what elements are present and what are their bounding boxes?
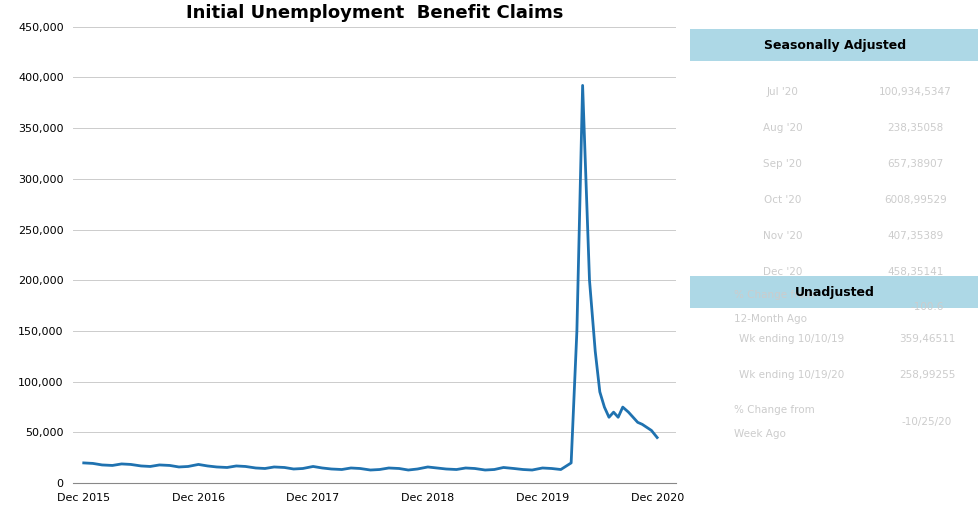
Text: 12-Month Ago: 12-Month Ago <box>733 314 806 324</box>
Text: -100.6: -100.6 <box>910 302 943 312</box>
Text: Jul '20: Jul '20 <box>766 87 798 97</box>
Text: % Change from: % Change from <box>733 290 814 300</box>
Text: Nov '20: Nov '20 <box>762 232 802 241</box>
Text: 657,38907: 657,38907 <box>886 159 943 169</box>
Title: Initial Unemployment  Benefit Claims: Initial Unemployment Benefit Claims <box>186 4 562 22</box>
Bar <box>689 276 978 308</box>
Text: -10/25/20: -10/25/20 <box>901 417 952 427</box>
Text: Week Ago: Week Ago <box>733 429 784 439</box>
Text: Unadjusted: Unadjusted <box>794 286 873 298</box>
Text: Sep '20: Sep '20 <box>763 159 801 169</box>
Text: 258,99255: 258,99255 <box>898 370 955 380</box>
Text: Wk ending 10/19/20: Wk ending 10/19/20 <box>737 370 843 380</box>
Text: 238,35058: 238,35058 <box>886 123 943 133</box>
Text: Aug '20: Aug '20 <box>762 123 802 133</box>
Text: 407,35389: 407,35389 <box>886 232 943 241</box>
Bar <box>689 29 978 61</box>
Text: Oct '20: Oct '20 <box>763 195 800 205</box>
Text: 458,35141: 458,35141 <box>886 268 943 277</box>
Text: Seasonally Adjusted: Seasonally Adjusted <box>763 39 905 52</box>
Text: 359,46511: 359,46511 <box>898 334 955 344</box>
Text: 100,934,5347: 100,934,5347 <box>878 87 951 97</box>
Text: Dec '20: Dec '20 <box>762 268 802 277</box>
Text: % Change from: % Change from <box>733 405 814 415</box>
Text: 6008,99529: 6008,99529 <box>883 195 946 205</box>
Text: Wk ending 10/10/19: Wk ending 10/10/19 <box>737 334 843 344</box>
